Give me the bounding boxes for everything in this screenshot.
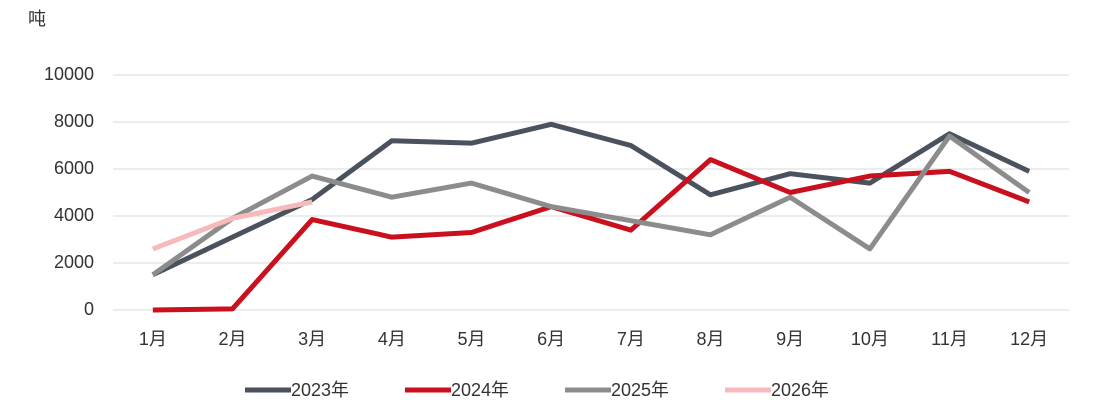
y-tick-label: 6000 [54, 158, 94, 178]
x-tick-label: 1月 [139, 329, 167, 349]
x-tick-label: 9月 [776, 329, 804, 349]
legend-label: 2023年 [291, 380, 349, 400]
legend-label: 2024年 [451, 380, 509, 400]
y-tick-label: 2000 [54, 252, 94, 272]
y-tick-label: 10000 [44, 64, 94, 84]
x-tick-label: 7月 [617, 329, 645, 349]
x-tick-label: 11月 [931, 329, 968, 349]
x-tick-label: 6月 [537, 329, 565, 349]
legend-label: 2025年 [611, 380, 669, 400]
x-tick-label: 4月 [378, 329, 406, 349]
line-series [152, 157, 1031, 313]
x-tick-label: 5月 [457, 329, 485, 349]
y-tick-label: 4000 [54, 205, 94, 225]
x-tick-label: 12月 [1010, 329, 1048, 349]
line-series [151, 133, 1031, 277]
y-tick-label: 0 [84, 299, 94, 319]
x-tick-label: 10月 [851, 329, 889, 349]
x-tick-label: 3月 [298, 329, 326, 349]
y-tick-label: 8000 [54, 111, 94, 131]
legend-label: 2026年 [771, 380, 829, 400]
line-series [151, 199, 313, 252]
y-axis-label: 吨 [28, 9, 46, 29]
x-tick-label: 8月 [696, 329, 724, 349]
x-tick-label: 2月 [218, 329, 246, 349]
